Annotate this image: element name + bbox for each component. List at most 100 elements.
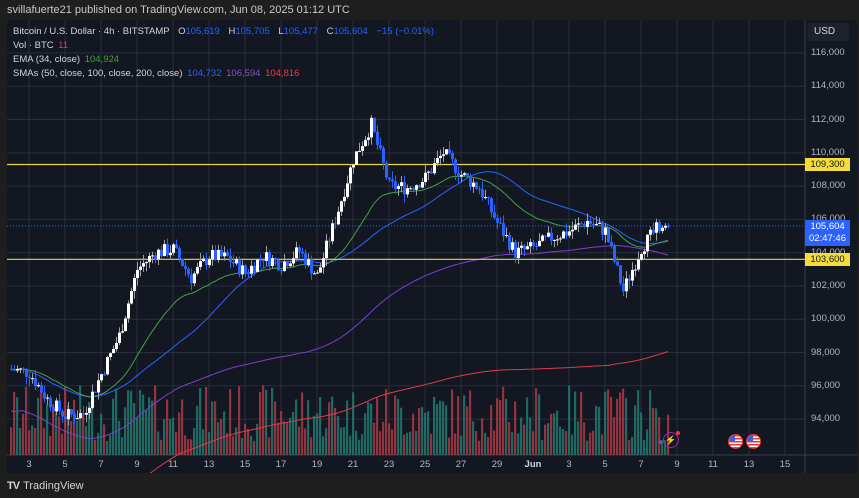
candle-body xyxy=(19,368,22,370)
volume-bar xyxy=(550,413,553,455)
close-label: C xyxy=(326,26,334,37)
volume-bar xyxy=(463,395,466,455)
volume-bar xyxy=(133,403,136,455)
volume-bar xyxy=(331,396,334,455)
candle-body xyxy=(232,261,235,264)
volume-bar xyxy=(379,431,382,455)
volume-bar xyxy=(454,433,457,455)
candle-body xyxy=(370,117,373,138)
candle-body xyxy=(55,400,58,412)
volume-bar xyxy=(139,389,142,455)
volume-bar xyxy=(67,405,70,455)
candle-body xyxy=(457,173,460,177)
price-chart[interactable] xyxy=(7,20,857,473)
candle-body xyxy=(589,220,592,224)
volume-bar xyxy=(229,389,232,455)
volume-bar xyxy=(475,430,478,455)
time-tick-label: 3 xyxy=(566,459,572,470)
volume-value: 11 xyxy=(58,40,69,51)
volume-bar xyxy=(430,434,433,455)
time-tick-label: 5 xyxy=(62,459,68,470)
candle-body xyxy=(352,164,355,168)
time-tick-label: 11 xyxy=(168,459,178,470)
candle-body xyxy=(445,149,448,155)
volume-bar xyxy=(205,386,208,455)
candle-body xyxy=(103,374,106,376)
candle-body xyxy=(517,247,520,259)
time-tick-label: 27 xyxy=(455,459,467,470)
candle-body xyxy=(175,244,178,249)
volume-bar xyxy=(160,439,163,455)
candle-body xyxy=(607,227,610,243)
volume-bar xyxy=(625,398,628,455)
candle-body xyxy=(571,229,574,232)
volume-bar xyxy=(370,403,373,455)
volume-bar xyxy=(190,439,193,455)
candle-body xyxy=(37,385,40,387)
candle-body xyxy=(154,255,157,260)
candle-body xyxy=(241,265,244,275)
candle-body xyxy=(106,357,109,375)
volume-bar xyxy=(481,418,484,455)
us-flag-event-icon[interactable] xyxy=(746,434,761,449)
volume-bar xyxy=(508,421,511,455)
volume-bar xyxy=(400,407,403,455)
time-tick-label: 13 xyxy=(203,459,215,470)
volume-bar xyxy=(268,437,271,455)
volume-bar xyxy=(73,399,76,455)
symbol-label[interactable]: Bitcoin / U.S. Dollar · 4h · BITSTAMP xyxy=(13,26,170,37)
volume-bar xyxy=(328,402,331,455)
volume-bar xyxy=(148,397,151,455)
volume-bar xyxy=(19,427,22,455)
lightning-event-icon[interactable]: ⚡ xyxy=(663,431,680,448)
time-tick-label: 5 xyxy=(602,459,608,470)
volume-bar xyxy=(307,400,310,455)
candle-body xyxy=(652,229,655,233)
volume-bar xyxy=(646,429,649,455)
candle-body xyxy=(661,227,664,232)
candle-body xyxy=(484,197,487,199)
sma-row[interactable]: SMAs (50, close, 100, close, 200, close)… xyxy=(13,67,434,81)
currency-button[interactable]: USD xyxy=(807,23,849,41)
volume-bar xyxy=(247,428,250,455)
volume-bar xyxy=(571,434,574,455)
volume-bar xyxy=(112,398,115,455)
close-value: 105,604 xyxy=(333,26,368,37)
chart-legend: Bitcoin / U.S. Dollar · 4h · BITSTAMP O1… xyxy=(13,25,434,81)
candle-body xyxy=(658,222,661,232)
volume-row[interactable]: Vol · BTC 11 xyxy=(13,39,434,53)
candle-body xyxy=(325,240,328,259)
volume-bar xyxy=(226,433,229,455)
candle-body xyxy=(601,222,604,235)
candle-body xyxy=(220,249,223,257)
volume-bar xyxy=(22,413,25,455)
tradingview-logo-icon[interactable]: TV xyxy=(7,480,20,492)
candle-body xyxy=(256,259,259,272)
volume-bar xyxy=(622,388,625,455)
volume-bar xyxy=(82,414,85,455)
volume-bar xyxy=(595,405,598,455)
us-flag-event-icon[interactable] xyxy=(728,434,743,449)
volume-bar xyxy=(586,440,589,455)
volume-bar xyxy=(649,390,652,455)
candle-body xyxy=(619,265,622,284)
candle-body xyxy=(574,224,577,230)
volume-bar xyxy=(220,419,223,455)
time-tick-label: 11 xyxy=(708,459,718,470)
candle-body xyxy=(127,303,130,319)
volume-bar xyxy=(355,430,358,455)
candle-body xyxy=(217,249,220,260)
brand-name[interactable]: TradingView xyxy=(23,480,84,492)
volume-bar xyxy=(361,434,364,455)
ema-row[interactable]: EMA (34, close) 104,924 xyxy=(13,53,434,67)
candle-body xyxy=(385,162,388,178)
volume-bar xyxy=(556,410,559,455)
candle-body xyxy=(427,171,430,173)
candle-body xyxy=(307,259,310,266)
candle-body xyxy=(616,261,619,266)
candle-body xyxy=(259,259,262,261)
volume-bar xyxy=(28,430,31,455)
volume-bar xyxy=(469,390,472,455)
volume-bar xyxy=(181,399,184,455)
candle-body xyxy=(82,413,85,415)
